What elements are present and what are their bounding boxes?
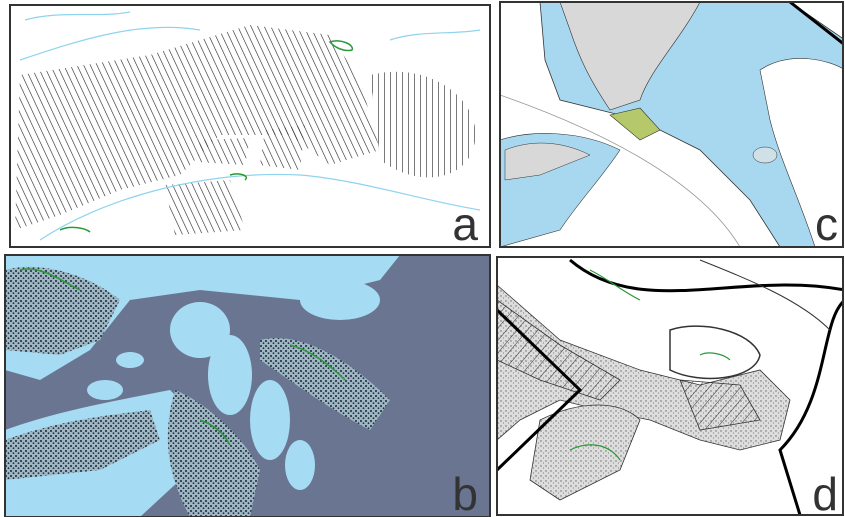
- panel-a: [10, 5, 490, 247]
- panel-label: d: [812, 468, 838, 517]
- panel-label: a: [452, 198, 478, 250]
- panel-b: [5, 255, 490, 517]
- panel-frame: [9, 4, 491, 248]
- panel-frame: [4, 254, 491, 517]
- panel-label: b: [452, 468, 478, 517]
- panel-frame: [499, 1, 844, 248]
- panel-label: c: [815, 198, 838, 250]
- panel-d: [497, 257, 843, 515]
- panel-c: [500, 2, 843, 247]
- panel-frame: [496, 256, 844, 516]
